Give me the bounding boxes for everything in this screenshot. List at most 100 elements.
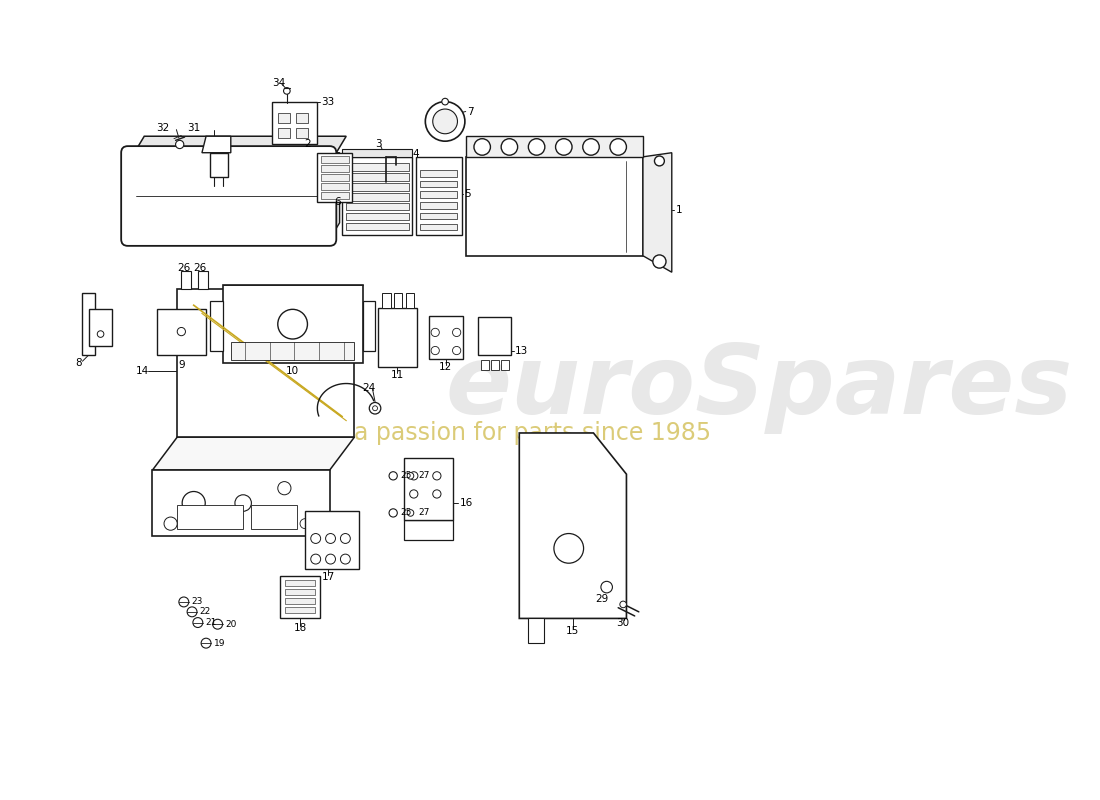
Circle shape xyxy=(432,472,441,480)
Text: 7: 7 xyxy=(468,106,474,117)
Bar xyxy=(296,113,308,123)
Circle shape xyxy=(407,510,414,516)
Polygon shape xyxy=(465,136,642,157)
Bar xyxy=(280,575,320,618)
Bar xyxy=(285,580,315,586)
Text: 31: 31 xyxy=(187,123,200,133)
Bar xyxy=(156,310,206,354)
Text: 33: 33 xyxy=(321,97,334,106)
Circle shape xyxy=(340,554,350,564)
Circle shape xyxy=(370,402,381,414)
Circle shape xyxy=(278,482,292,494)
Text: 4: 4 xyxy=(412,150,419,159)
Circle shape xyxy=(326,534,336,543)
Polygon shape xyxy=(346,203,409,210)
Circle shape xyxy=(192,618,202,627)
Circle shape xyxy=(432,490,441,498)
Bar xyxy=(404,458,453,519)
Circle shape xyxy=(431,328,439,337)
Bar xyxy=(231,342,354,361)
Polygon shape xyxy=(420,202,458,209)
Circle shape xyxy=(583,138,600,155)
Text: 8: 8 xyxy=(75,358,81,368)
Circle shape xyxy=(183,491,206,514)
Bar xyxy=(210,301,222,350)
Polygon shape xyxy=(642,153,672,272)
Bar xyxy=(394,293,403,308)
Text: 9: 9 xyxy=(178,359,185,370)
Polygon shape xyxy=(346,183,409,190)
Bar xyxy=(89,310,112,346)
Polygon shape xyxy=(420,181,458,187)
Bar xyxy=(478,317,512,354)
Circle shape xyxy=(554,534,584,563)
Polygon shape xyxy=(420,213,458,219)
Polygon shape xyxy=(404,519,453,540)
FancyBboxPatch shape xyxy=(121,146,337,246)
Bar xyxy=(285,598,315,605)
Circle shape xyxy=(373,406,377,410)
Polygon shape xyxy=(153,437,354,470)
Text: 10: 10 xyxy=(286,366,299,376)
Polygon shape xyxy=(346,222,409,230)
Text: 29: 29 xyxy=(595,594,608,605)
Bar xyxy=(222,285,363,363)
Polygon shape xyxy=(153,470,330,536)
Text: 18: 18 xyxy=(294,623,307,634)
Bar xyxy=(383,293,390,308)
Bar xyxy=(363,301,375,350)
Text: 15: 15 xyxy=(566,626,580,636)
Circle shape xyxy=(409,490,418,498)
Circle shape xyxy=(326,554,336,564)
Text: 26: 26 xyxy=(177,263,190,273)
Text: 11: 11 xyxy=(390,370,404,380)
Bar xyxy=(320,165,349,172)
Circle shape xyxy=(610,138,626,155)
Bar xyxy=(210,153,229,178)
Polygon shape xyxy=(346,163,409,171)
Text: a passion for parts since 1985: a passion for parts since 1985 xyxy=(354,421,712,445)
Bar xyxy=(320,183,349,190)
Bar xyxy=(305,511,359,569)
Circle shape xyxy=(235,494,252,511)
Text: 17: 17 xyxy=(321,572,334,582)
Bar xyxy=(278,113,290,123)
Text: 21: 21 xyxy=(206,618,217,627)
Bar xyxy=(482,361,488,370)
Text: 27: 27 xyxy=(418,471,429,480)
Circle shape xyxy=(177,327,186,336)
Text: 2: 2 xyxy=(304,139,311,150)
Text: 24: 24 xyxy=(363,382,376,393)
Bar xyxy=(296,128,308,138)
Text: 14: 14 xyxy=(136,366,150,376)
Circle shape xyxy=(284,88,290,94)
Polygon shape xyxy=(330,153,340,239)
Polygon shape xyxy=(416,157,462,235)
Circle shape xyxy=(502,138,518,155)
Circle shape xyxy=(176,140,184,149)
Circle shape xyxy=(187,607,197,617)
Text: 27: 27 xyxy=(418,509,429,518)
Text: 1: 1 xyxy=(675,206,682,215)
Bar xyxy=(492,361,498,370)
Text: euroSpares: euroSpares xyxy=(446,341,1072,434)
Bar xyxy=(429,316,463,358)
Polygon shape xyxy=(420,170,458,177)
Circle shape xyxy=(442,98,449,105)
Circle shape xyxy=(311,554,320,564)
Text: 25: 25 xyxy=(400,471,412,480)
Polygon shape xyxy=(528,618,544,643)
Text: 26: 26 xyxy=(194,263,207,273)
Bar xyxy=(177,505,243,530)
Circle shape xyxy=(452,346,461,354)
Bar xyxy=(252,505,297,530)
Bar xyxy=(320,174,349,181)
Polygon shape xyxy=(342,157,412,235)
Circle shape xyxy=(432,109,458,134)
Circle shape xyxy=(620,601,626,608)
Bar xyxy=(82,293,95,354)
Circle shape xyxy=(389,509,397,517)
Polygon shape xyxy=(420,224,458,230)
Text: 23: 23 xyxy=(191,598,202,606)
Circle shape xyxy=(556,138,572,155)
